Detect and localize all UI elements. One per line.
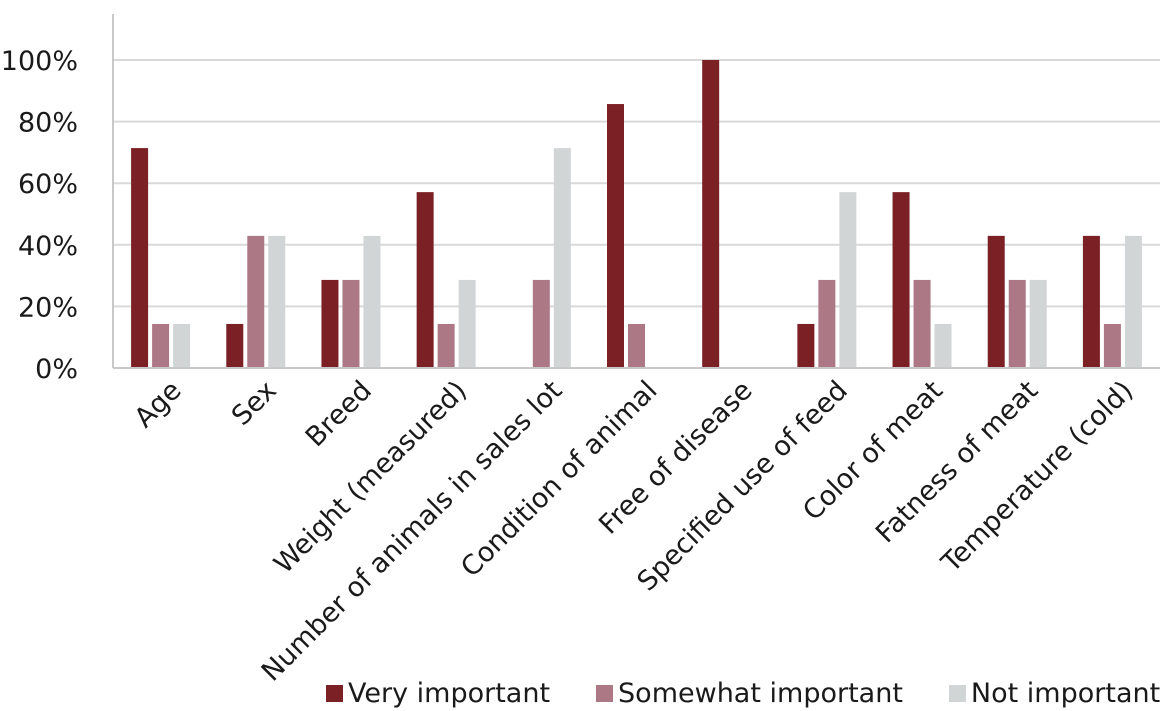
y-tick-label: 40% <box>18 231 78 262</box>
legend-swatch-somewhat-important <box>596 684 614 702</box>
bar-somewhat-important-condition-of-animal <box>628 323 645 368</box>
bar-not-important-number-of-animals-in-sales-lot <box>553 148 571 368</box>
bar-very-important-condition-of-animal <box>607 104 624 368</box>
bar-not-important-sex <box>268 235 286 368</box>
x-tick-label: Age <box>129 375 188 434</box>
bar-not-important-age <box>173 323 191 368</box>
bar-very-important-breed <box>321 279 339 368</box>
bar-not-important-specified-use-of-feed <box>839 192 857 368</box>
bar-very-important-specified-use-of-feed <box>797 323 815 368</box>
bar-very-important-color-of-meat <box>892 192 910 368</box>
y-tick-label: 80% <box>18 108 78 139</box>
legend-label-very-important: Very important <box>348 677 551 709</box>
bar-not-important-fatness-of-meat <box>1029 279 1047 368</box>
bar-somewhat-important-fatness-of-meat <box>1008 279 1026 368</box>
bar-somewhat-important-weight-measured <box>437 323 455 368</box>
legend-swatch-not-important <box>948 684 966 702</box>
bar-not-important-temperature-cold <box>1124 235 1142 368</box>
legend-label-somewhat-important: Somewhat important <box>618 677 903 709</box>
bar-somewhat-important-breed <box>342 279 360 368</box>
bar-not-important-breed <box>363 235 381 368</box>
legend-swatch-very-important <box>326 684 343 702</box>
bar-somewhat-important-sex <box>247 235 265 368</box>
bar-very-important-fatness-of-meat <box>987 235 1005 368</box>
bar-not-important-color-of-meat <box>934 323 952 368</box>
legend-label-not-important: Not important <box>970 677 1161 709</box>
y-tick-label: 0% <box>35 354 78 385</box>
legend-item-not-important: Not important <box>948 677 1161 709</box>
bar-somewhat-important-temperature-cold <box>1103 323 1121 368</box>
bar-very-important-age <box>131 148 149 368</box>
bar-very-important-weight-measured <box>416 192 434 368</box>
legend-item-somewhat-important: Somewhat important <box>596 678 903 709</box>
x-tick-label: Sex <box>226 375 283 432</box>
bar-very-important-free-of-disease <box>702 60 720 368</box>
bar-somewhat-important-age <box>152 323 170 368</box>
y-tick-label: 60% <box>18 169 78 200</box>
y-tick-labels: 0% 20% 40% 60% 80% 100% <box>1 46 78 385</box>
y-tick-label: 20% <box>18 292 78 323</box>
bar-very-important-temperature-cold <box>1082 235 1100 368</box>
x-tick-label: Weight (measured) <box>268 375 473 580</box>
bar-not-important-weight-measured <box>458 279 476 368</box>
gridlines <box>113 59 1160 308</box>
x-tick-label: Breed <box>300 375 378 453</box>
legend: Very important Somewhat important Not im… <box>326 676 1160 710</box>
bar-very-important-sex <box>226 323 244 368</box>
bar-somewhat-important-specified-use-of-feed <box>818 279 836 368</box>
bars <box>131 60 1142 368</box>
x-tick-label: Fatness of meat <box>870 375 1044 549</box>
y-tick-label: 100% <box>1 46 78 77</box>
bar-somewhat-important-color-of-meat <box>913 279 931 368</box>
x-tick-label: Temperature (cold) <box>935 375 1139 579</box>
legend-item-very-important: Very important <box>326 678 550 709</box>
bar-somewhat-important-number-of-animals-in-sales-lot <box>532 279 550 368</box>
